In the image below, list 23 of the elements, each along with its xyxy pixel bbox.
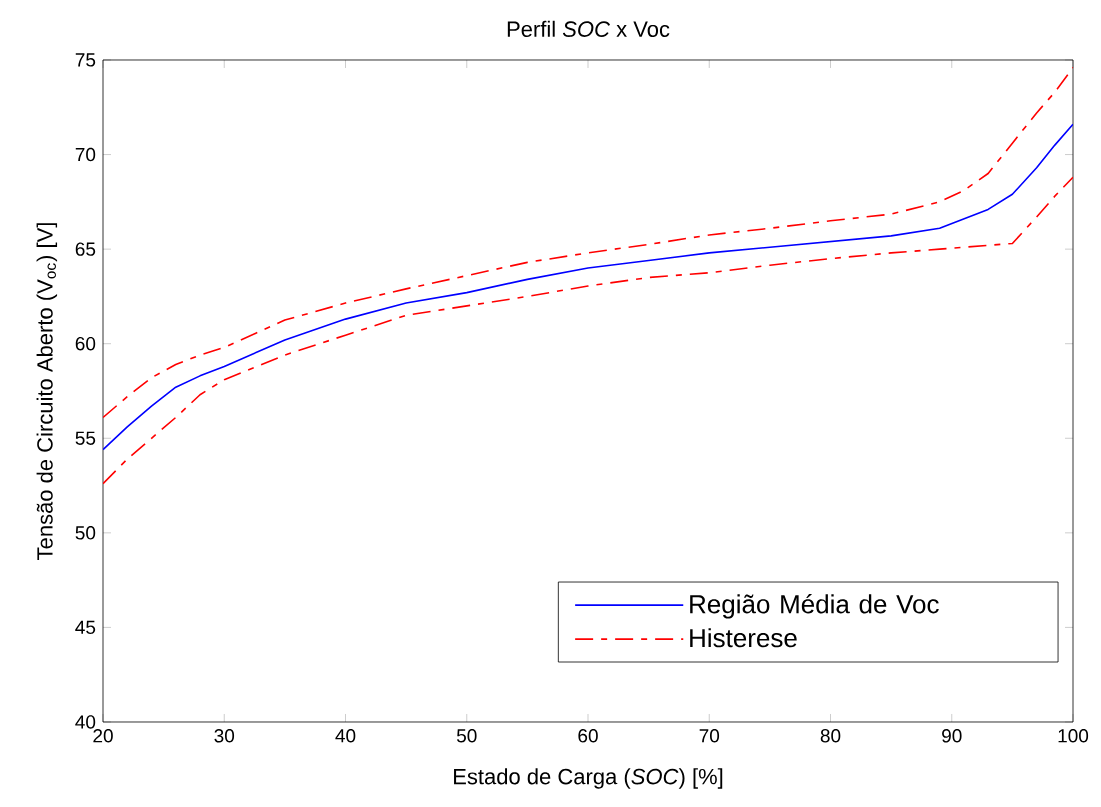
legend-label: Histerese [690,628,797,648]
x-tick-label: 100 [1058,729,1089,743]
chart-title: Perfil SOC x Voc [507,20,670,37]
y-tick-label: 65 [75,242,96,256]
line-series [103,66,1074,419]
y-tick-label: 60 [75,336,96,351]
y-tick-label: 40 [75,715,96,729]
y-tick-label: 50 [75,526,96,540]
y-tick-label: 55 [75,431,96,445]
x-tick-label: 80 [820,729,841,743]
x-tick-label: 70 [699,729,720,743]
x-axis-title: Estado de Carga (SOC) [%] [454,768,723,789]
y-tick-label: 75 [75,53,96,67]
x-tick-label: 60 [578,729,598,743]
x-tick-label: 40 [335,729,356,743]
legend-label: Região Média de Voc [690,594,939,619]
x-tick-label: 30 [214,729,235,743]
x-tick-label: 20 [93,729,113,743]
x-tick-label: 50 [456,729,477,743]
y-tick-label: 70 [75,147,96,162]
x-tick-label: 90 [942,729,962,743]
y-axis-title: Tensão de Circuito Aberto (V$_{oc}$) [V] [36,223,58,560]
y-tick-label: 45 [75,620,96,635]
